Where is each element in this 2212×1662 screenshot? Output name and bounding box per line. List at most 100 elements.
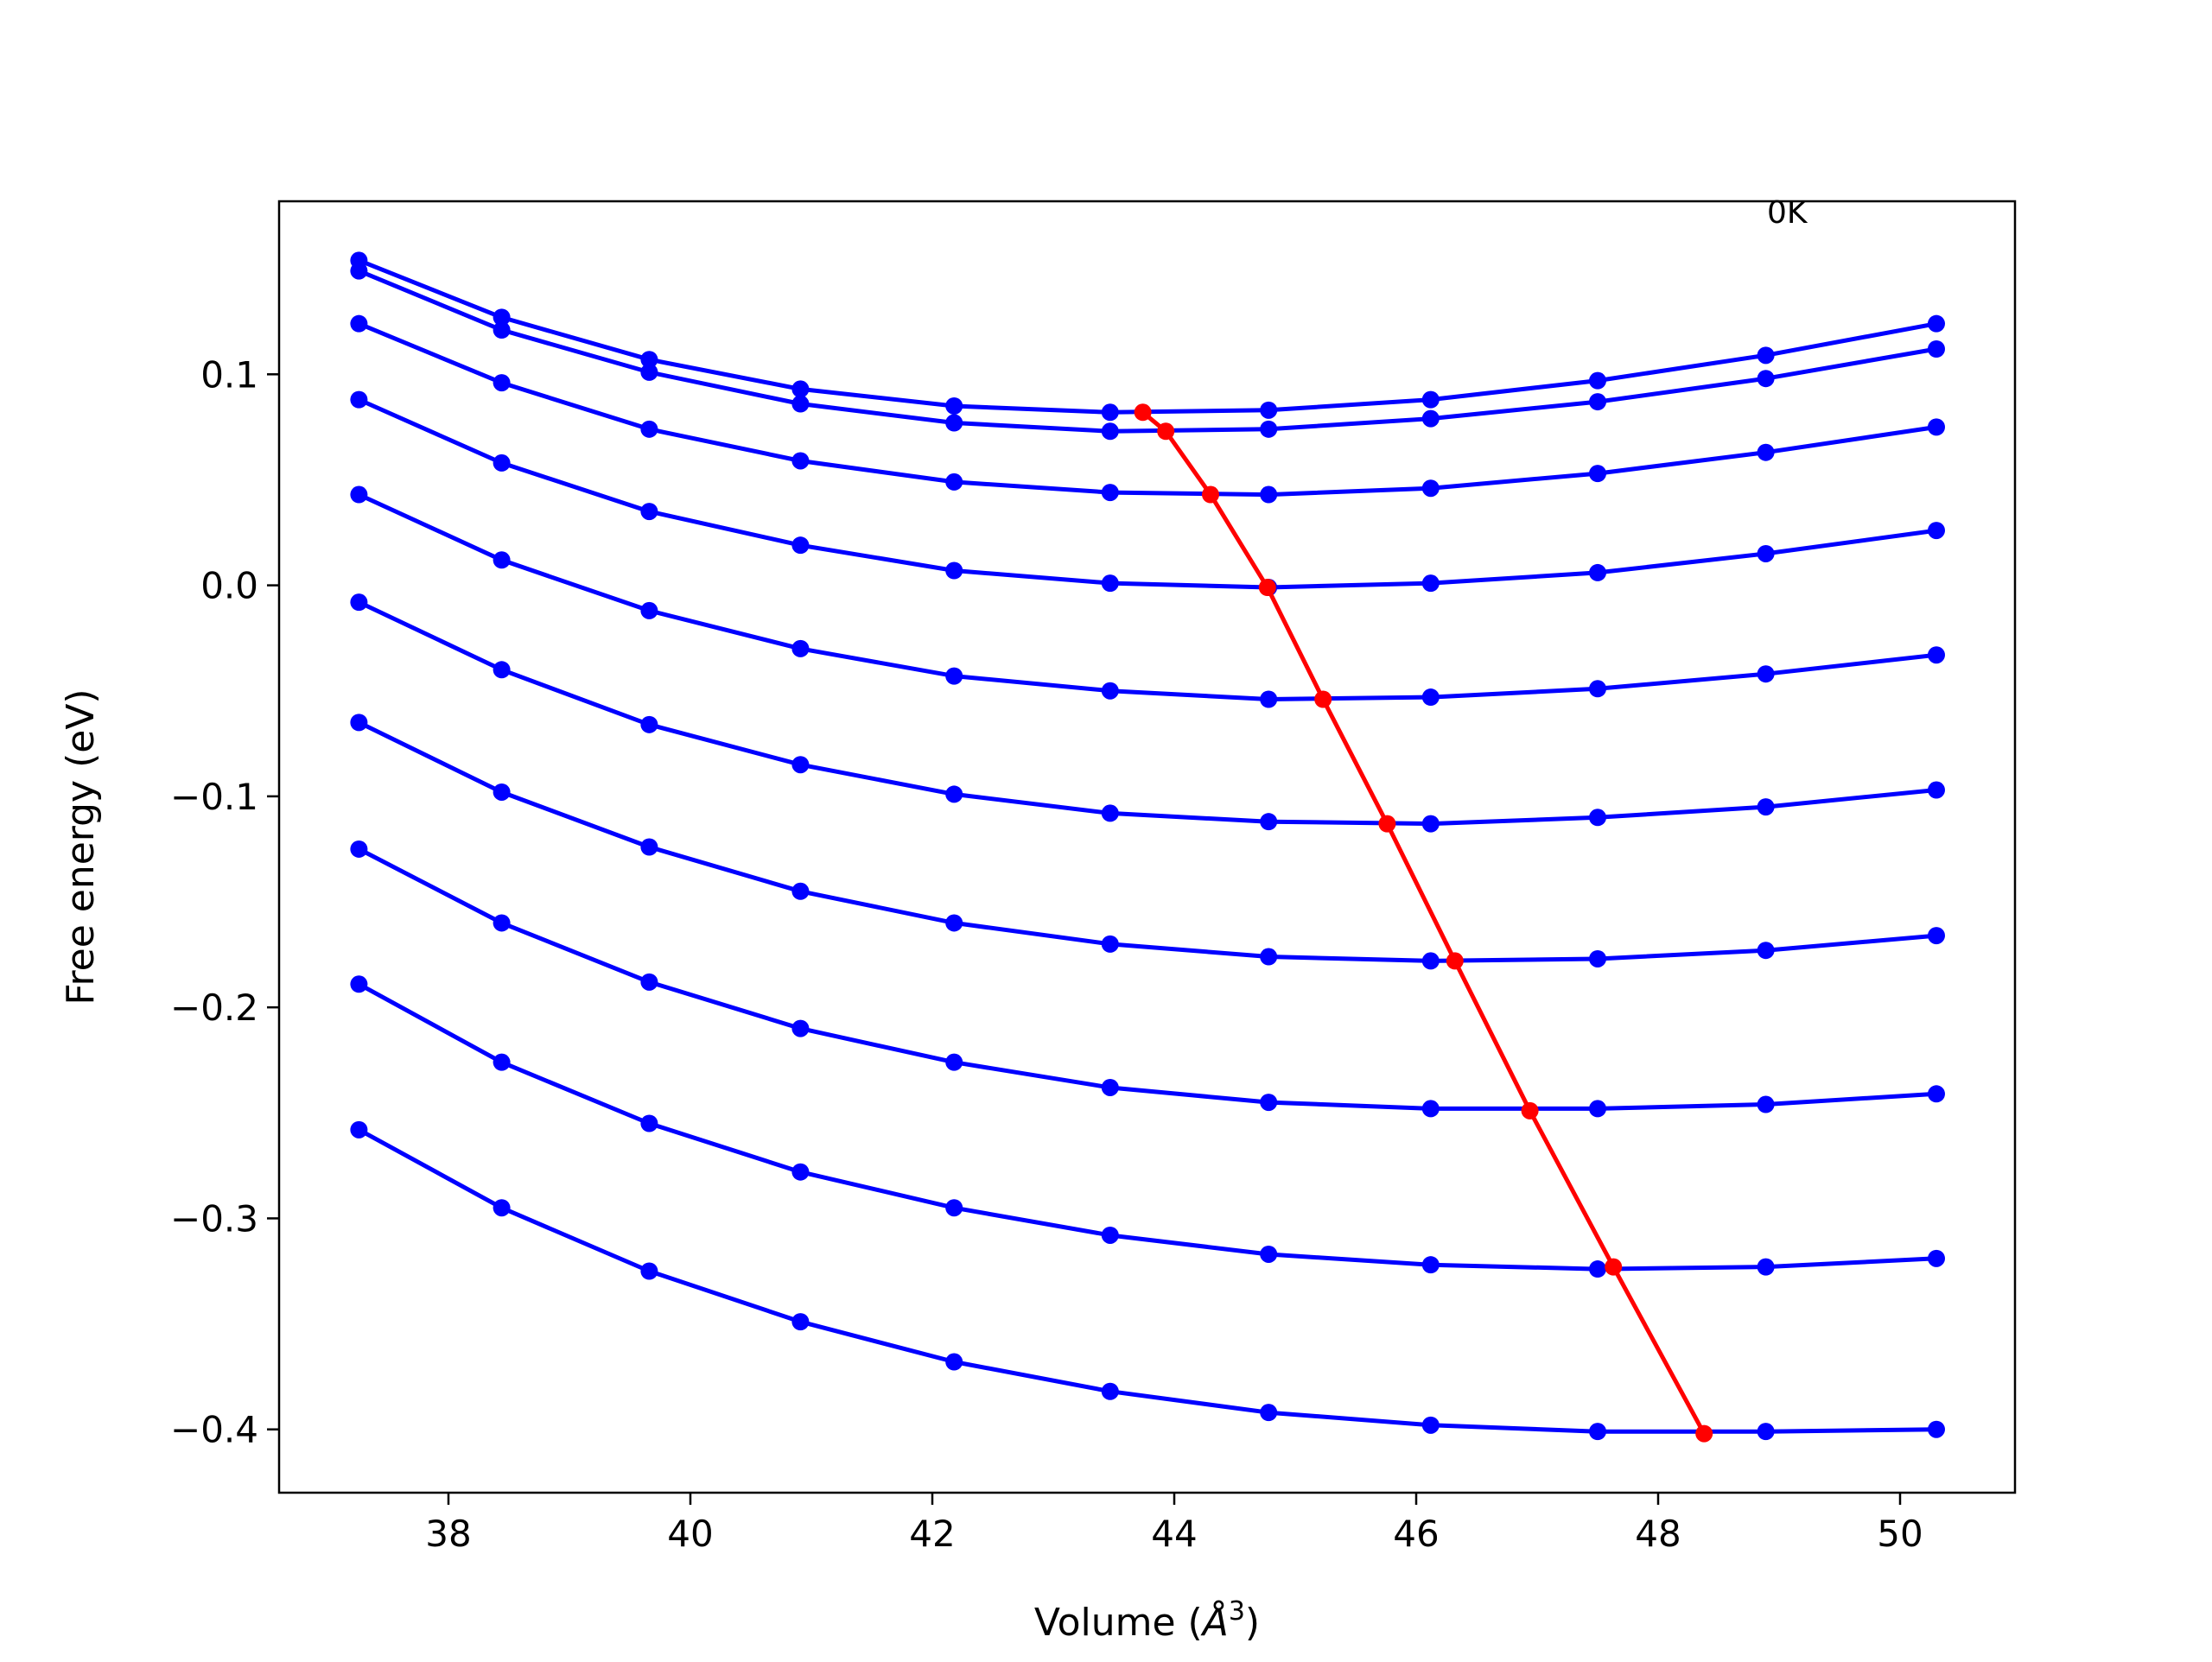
series-9-point [1589,1260,1606,1278]
x-tick-label: 40 [667,1513,713,1555]
series-1-point [1101,403,1119,422]
series-9-point [945,1199,963,1217]
x-tick-label: 38 [425,1513,471,1555]
series-2-point [1421,409,1440,428]
x-axis-label: Volume (Å3) [1034,1596,1260,1645]
x-axis-label-close: ) [1245,1601,1260,1645]
y-axis-label: Free energy (eV) [59,688,103,1005]
minima-point [1202,485,1219,504]
series-3-point [945,473,963,491]
series-4-point [791,536,810,555]
series-5-point [945,667,963,685]
series-10-point [493,1199,511,1217]
x-axis-label-text: Volume ( [1034,1601,1203,1645]
series-line-10 [358,1127,1937,1434]
series-7-point [493,783,511,801]
series-1-point [1757,346,1775,365]
y-axis-ticks: 0.1 0.0 −0.1 −0.2 −0.3 −0.4 [170,353,279,1451]
series-9-point [640,1114,658,1132]
series-6-point [350,593,368,612]
minima-point [1521,1101,1539,1120]
series-10-point [350,1120,368,1139]
series-2-point [1757,370,1775,388]
series-8-point [945,1053,963,1071]
minima-point [1134,403,1152,422]
series-4-point [350,390,368,409]
series-9-point [1928,1249,1945,1267]
series-1-point [493,308,511,327]
series-8-point [640,973,658,991]
series-7-point [1421,952,1440,970]
series-10-point [1101,1382,1119,1400]
series-10-point [1757,1423,1775,1441]
series-2-point [1928,339,1945,358]
series-3-point [350,314,368,333]
y-tick-label: −0.3 [170,1197,258,1240]
series-1-point [1421,390,1440,409]
series-4-point [945,561,963,580]
series-8-point [1928,1085,1945,1103]
series-layer [350,251,1945,1441]
series-6-point [945,785,963,803]
series-1-point [1928,314,1945,333]
x-tick-label: 50 [1877,1513,1923,1555]
y-tick-label: 0.1 [200,353,258,396]
series-1-point [1260,401,1278,419]
x-axis-label-exponent: 3 [1229,1596,1245,1627]
series-4-point [1421,574,1440,593]
series-9-point [1757,1258,1775,1276]
series-8-point [1421,1100,1440,1118]
minima-point [1258,579,1276,597]
series-2-point [791,395,810,413]
series-4-point [1928,522,1945,540]
series-6-point [493,661,511,679]
y-tick-label: 0.0 [200,565,258,607]
minima-point [1605,1258,1623,1276]
series-8-point [1589,1100,1606,1118]
series-4-point [493,454,511,472]
series-2-point [945,414,963,432]
series-3-point [1757,443,1775,461]
series-9-point [493,1053,511,1071]
series-7-point [945,914,963,932]
series-10-point [640,1262,658,1280]
series-7-point [1101,935,1119,953]
series-1-point [1589,371,1606,390]
y-tick-label: −0.2 [170,986,258,1029]
series-5-point [493,551,511,569]
series-2-point [1260,420,1278,438]
series-6-point [1421,815,1440,833]
series-9-point [350,975,368,993]
series-2-point [640,363,658,381]
series-5-point [640,601,658,619]
series-8-point [1260,1094,1278,1112]
series-7-point [1260,948,1278,966]
x-axis-ticks: 38 40 42 44 46 48 50 [425,1493,1923,1555]
series-10-point [1260,1404,1278,1422]
minima-point [1446,952,1464,970]
series-5-point [1589,680,1606,698]
series-3-point [493,374,511,392]
series-6-point [1260,813,1278,831]
minima-point [1378,815,1396,833]
series-7-point [640,838,658,856]
x-tick-label: 44 [1151,1513,1197,1555]
series-3-point [1928,418,1945,436]
series-5-point [1260,690,1278,708]
series-6-point [791,756,810,774]
series-5-point [1101,682,1119,700]
minima-line [1141,410,1707,1435]
series-3-point [1589,465,1606,483]
series-7-point [1589,949,1606,967]
series-4-point [1101,574,1119,593]
series-3-point [640,420,658,438]
series-8-point [791,1019,810,1037]
x-tick-label: 42 [909,1513,955,1555]
y-tick-label: −0.4 [170,1409,258,1451]
series-2-point [350,262,368,280]
series-3-point [1260,485,1278,504]
series-10-point [945,1353,963,1371]
x-tick-label: 46 [1393,1513,1439,1555]
